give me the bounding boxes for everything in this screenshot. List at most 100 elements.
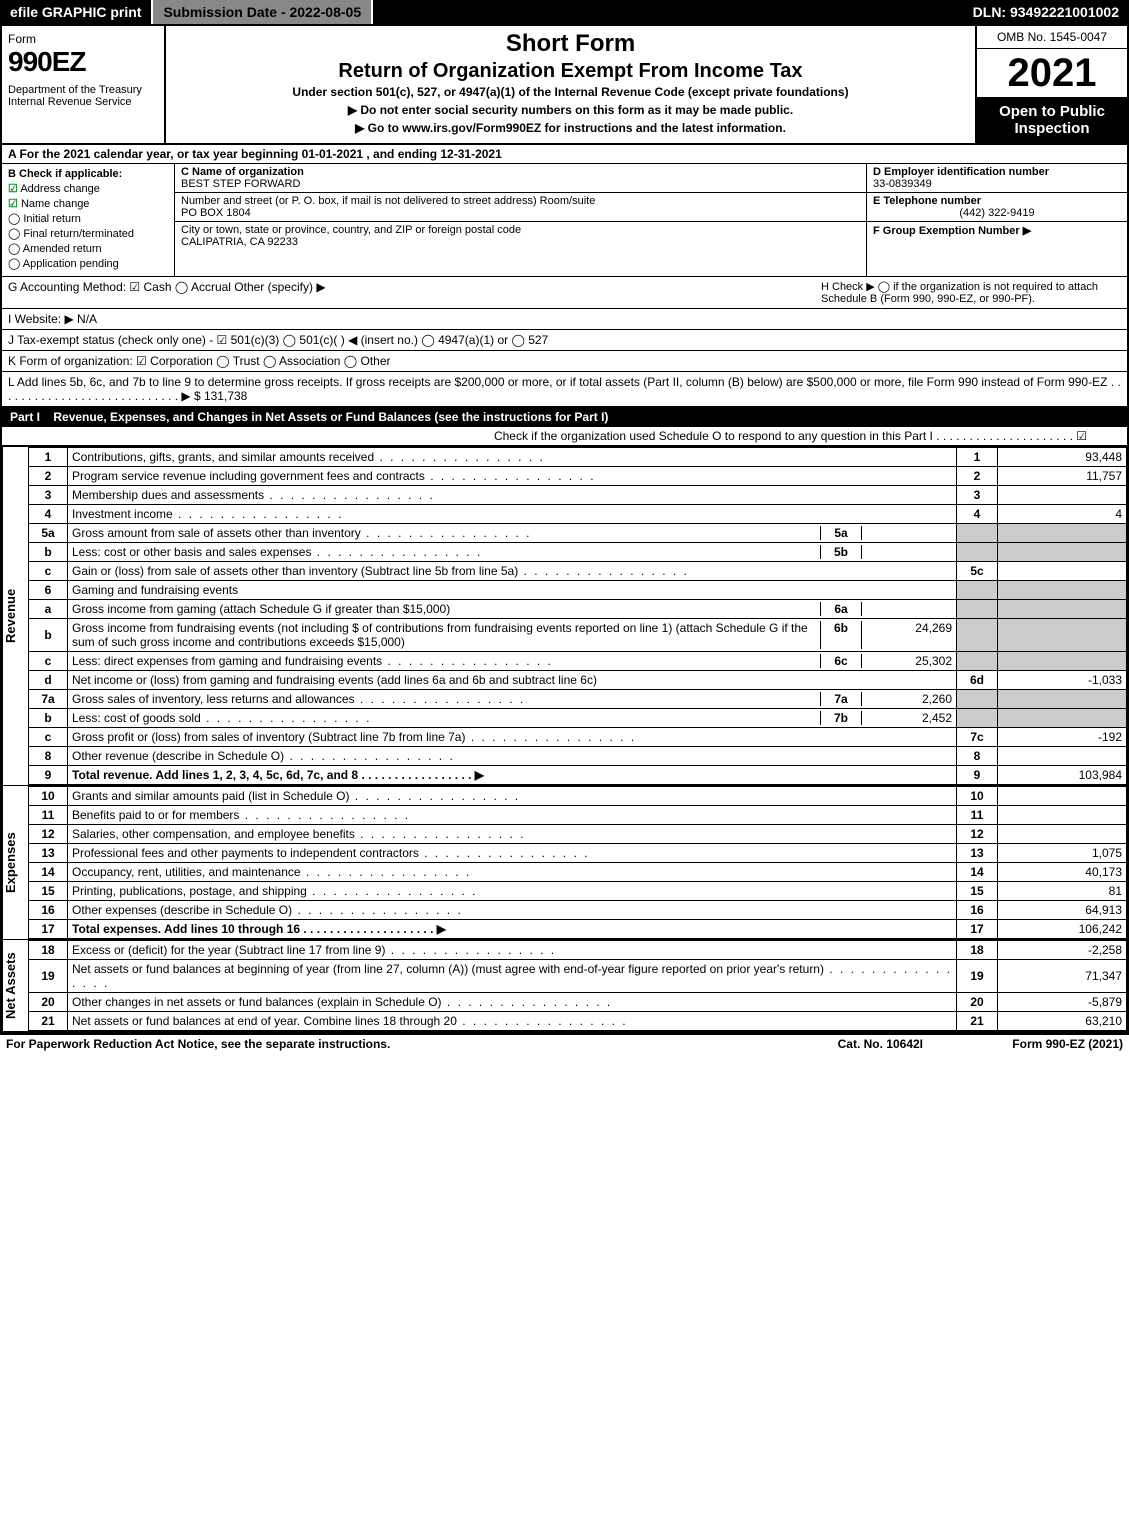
line-4: 4Investment income44 <box>29 505 1127 524</box>
l-gross-receipts: L Add lines 5b, 6c, and 7b to line 9 to … <box>2 372 1127 407</box>
line-6a: aGross income from gaming (attach Schedu… <box>29 600 1127 619</box>
part1-title: Revenue, Expenses, and Changes in Net As… <box>53 410 608 424</box>
l-amount: $ 131,738 <box>194 389 247 403</box>
line-6c: cLess: direct expenses from gaming and f… <box>29 652 1127 671</box>
row-a-tax-year: A For the 2021 calendar year, or tax yea… <box>2 145 1127 164</box>
goto-link[interactable]: ▶ Go to www.irs.gov/Form990EZ for instru… <box>176 121 965 135</box>
org-city: CALIPATRIA, CA 92233 <box>181 236 298 248</box>
k-form-org: K Form of organization: ☑ Corporation ◯ … <box>2 351 1127 372</box>
expenses-section: Expenses 10Grants and similar amounts pa… <box>2 785 1127 939</box>
dept-treasury: Department of the Treasury Internal Reve… <box>8 84 158 108</box>
chk-amended-label: Amended return <box>23 243 102 255</box>
form-number: 990EZ <box>8 46 158 78</box>
line-20: 20Other changes in net assets or fund ba… <box>29 993 1127 1012</box>
line-19: 19Net assets or fund balances at beginni… <box>29 960 1127 993</box>
line-1: 1Contributions, gifts, grants, and simil… <box>29 448 1127 467</box>
line-7b: bLess: cost of goods sold7b2,452 <box>29 709 1127 728</box>
line-6b: bGross income from fundraising events (n… <box>29 619 1127 652</box>
line-7a: 7aGross sales of inventory, less returns… <box>29 690 1127 709</box>
revenue-table: 1Contributions, gifts, grants, and simil… <box>28 447 1127 785</box>
col-b-checkboxes: B Check if applicable: ☑ Address change … <box>2 164 175 276</box>
d-ein-label: D Employer identification number <box>873 166 1049 178</box>
line-5a: 5aGross amount from sale of assets other… <box>29 524 1127 543</box>
part1-header: Part I Revenue, Expenses, and Changes in… <box>2 407 1127 446</box>
footer-paperwork: For Paperwork Reduction Act Notice, see … <box>6 1037 838 1051</box>
line-2: 2Program service revenue including gover… <box>29 467 1127 486</box>
line-9: 9Total revenue. Add lines 1, 2, 3, 4, 5c… <box>29 766 1127 785</box>
line-13: 13Professional fees and other payments t… <box>29 844 1127 863</box>
subtitle: Under section 501(c), 527, or 4947(a)(1)… <box>176 85 965 99</box>
line-15: 15Printing, publications, postage, and s… <box>29 882 1127 901</box>
line-7c: cGross profit or (loss) from sales of in… <box>29 728 1127 747</box>
row-g-h: G Accounting Method: ☑ Cash ◯ Accrual Ot… <box>2 277 1127 309</box>
line-8: 8Other revenue (describe in Schedule O)8 <box>29 747 1127 766</box>
open-to-public: Open to Public Inspection <box>977 97 1127 143</box>
netassets-side-label: Net Assets <box>2 940 28 1031</box>
chk-initial-label: Initial return <box>23 213 80 225</box>
title-return: Return of Organization Exempt From Incom… <box>176 60 965 83</box>
form-label: Form <box>8 32 158 46</box>
line-6: 6Gaming and fundraising events <box>29 581 1127 600</box>
org-street: PO BOX 1804 <box>181 207 251 219</box>
line-3: 3Membership dues and assessments3 <box>29 486 1127 505</box>
chk-app-label: Application pending <box>23 258 119 270</box>
part1-check-line: Check if the organization used Schedule … <box>2 427 1127 446</box>
chk-final-return[interactable]: ◯ Final return/terminated <box>8 227 168 240</box>
revenue-side-label: Revenue <box>2 447 28 785</box>
netassets-section: Net Assets 18Excess or (deficit) for the… <box>2 939 1127 1031</box>
part1-label: Part I <box>10 410 40 424</box>
revenue-section: Revenue 1Contributions, gifts, grants, a… <box>2 446 1127 785</box>
line-17: 17Total expenses. Add lines 10 through 1… <box>29 920 1127 939</box>
c-street-label: Number and street (or P. O. box, if mail… <box>181 195 595 207</box>
line-10: 10Grants and similar amounts paid (list … <box>29 787 1127 806</box>
org-name: BEST STEP FORWARD <box>181 178 300 190</box>
chk-name-change[interactable]: ☑ Name change <box>8 197 168 210</box>
form-990ez: Form 990EZ Department of the Treasury In… <box>0 24 1129 1033</box>
line-14: 14Occupancy, rent, utilities, and mainte… <box>29 863 1127 882</box>
c-name-label: C Name of organization <box>181 166 304 178</box>
col-d-right: D Employer identification number 33-0839… <box>866 164 1127 276</box>
c-city-label: City or town, state or province, country… <box>181 224 521 236</box>
line-5c: cGain or (loss) from sale of assets othe… <box>29 562 1127 581</box>
top-bar: efile GRAPHIC print Submission Date - 20… <box>0 0 1129 24</box>
chk-initial-return[interactable]: ◯ Initial return <box>8 212 168 225</box>
chk-amended[interactable]: ◯ Amended return <box>8 242 168 255</box>
chk-address-change[interactable]: ☑ Address change <box>8 182 168 195</box>
b-title: B Check if applicable: <box>8 168 122 180</box>
j-tax-exempt-status: J Tax-exempt status (check only one) - ☑… <box>2 330 1127 351</box>
page-footer: For Paperwork Reduction Act Notice, see … <box>0 1033 1129 1053</box>
omb-number: OMB No. 1545-0047 <box>977 26 1127 49</box>
chk-name-label: Name change <box>21 198 90 210</box>
form-header: Form 990EZ Department of the Treasury In… <box>2 26 1127 145</box>
expenses-table: 10Grants and similar amounts paid (list … <box>28 786 1127 939</box>
expenses-side-label: Expenses <box>2 786 28 939</box>
line-5b: bLess: cost or other basis and sales exp… <box>29 543 1127 562</box>
i-website: I Website: ▶ N/A <box>2 309 1127 330</box>
line-12: 12Salaries, other compensation, and empl… <box>29 825 1127 844</box>
footer-catno: Cat. No. 10642I <box>838 1037 923 1051</box>
line-6d: dNet income or (loss) from gaming and fu… <box>29 671 1127 690</box>
line-11: 11Benefits paid to or for members11 <box>29 806 1127 825</box>
footer-form-id: Form 990-EZ (2021) <box>923 1037 1123 1051</box>
e-phone-label: E Telephone number <box>873 195 981 207</box>
col-c-org-info: C Name of organization BEST STEP FORWARD… <box>175 164 866 276</box>
submission-date: Submission Date - 2022-08-05 <box>153 0 373 24</box>
info-grid: B Check if applicable: ☑ Address change … <box>2 164 1127 277</box>
netassets-table: 18Excess or (deficit) for the year (Subt… <box>28 940 1127 1031</box>
chk-address-label: Address change <box>20 183 100 195</box>
dln: DLN: 93492221001002 <box>963 0 1129 24</box>
chk-final-label: Final return/terminated <box>23 228 134 240</box>
title-short-form: Short Form <box>176 30 965 58</box>
ein-value: 33-0839349 <box>873 178 932 190</box>
chk-app-pending[interactable]: ◯ Application pending <box>8 257 168 270</box>
tax-year: 2021 <box>977 49 1127 97</box>
line-21: 21Net assets or fund balances at end of … <box>29 1012 1127 1031</box>
line-18: 18Excess or (deficit) for the year (Subt… <box>29 941 1127 960</box>
efile-print-link[interactable]: efile GRAPHIC print <box>0 0 153 24</box>
g-accounting-method: G Accounting Method: ☑ Cash ◯ Accrual Ot… <box>8 280 813 305</box>
line-16: 16Other expenses (describe in Schedule O… <box>29 901 1127 920</box>
ssn-warning: ▶ Do not enter social security numbers o… <box>176 103 965 117</box>
f-group-exempt: F Group Exemption Number ▶ <box>873 225 1031 237</box>
phone-value: (442) 322-9419 <box>873 207 1121 219</box>
h-schedule-b: H Check ▶ ◯ if the organization is not r… <box>813 280 1121 305</box>
